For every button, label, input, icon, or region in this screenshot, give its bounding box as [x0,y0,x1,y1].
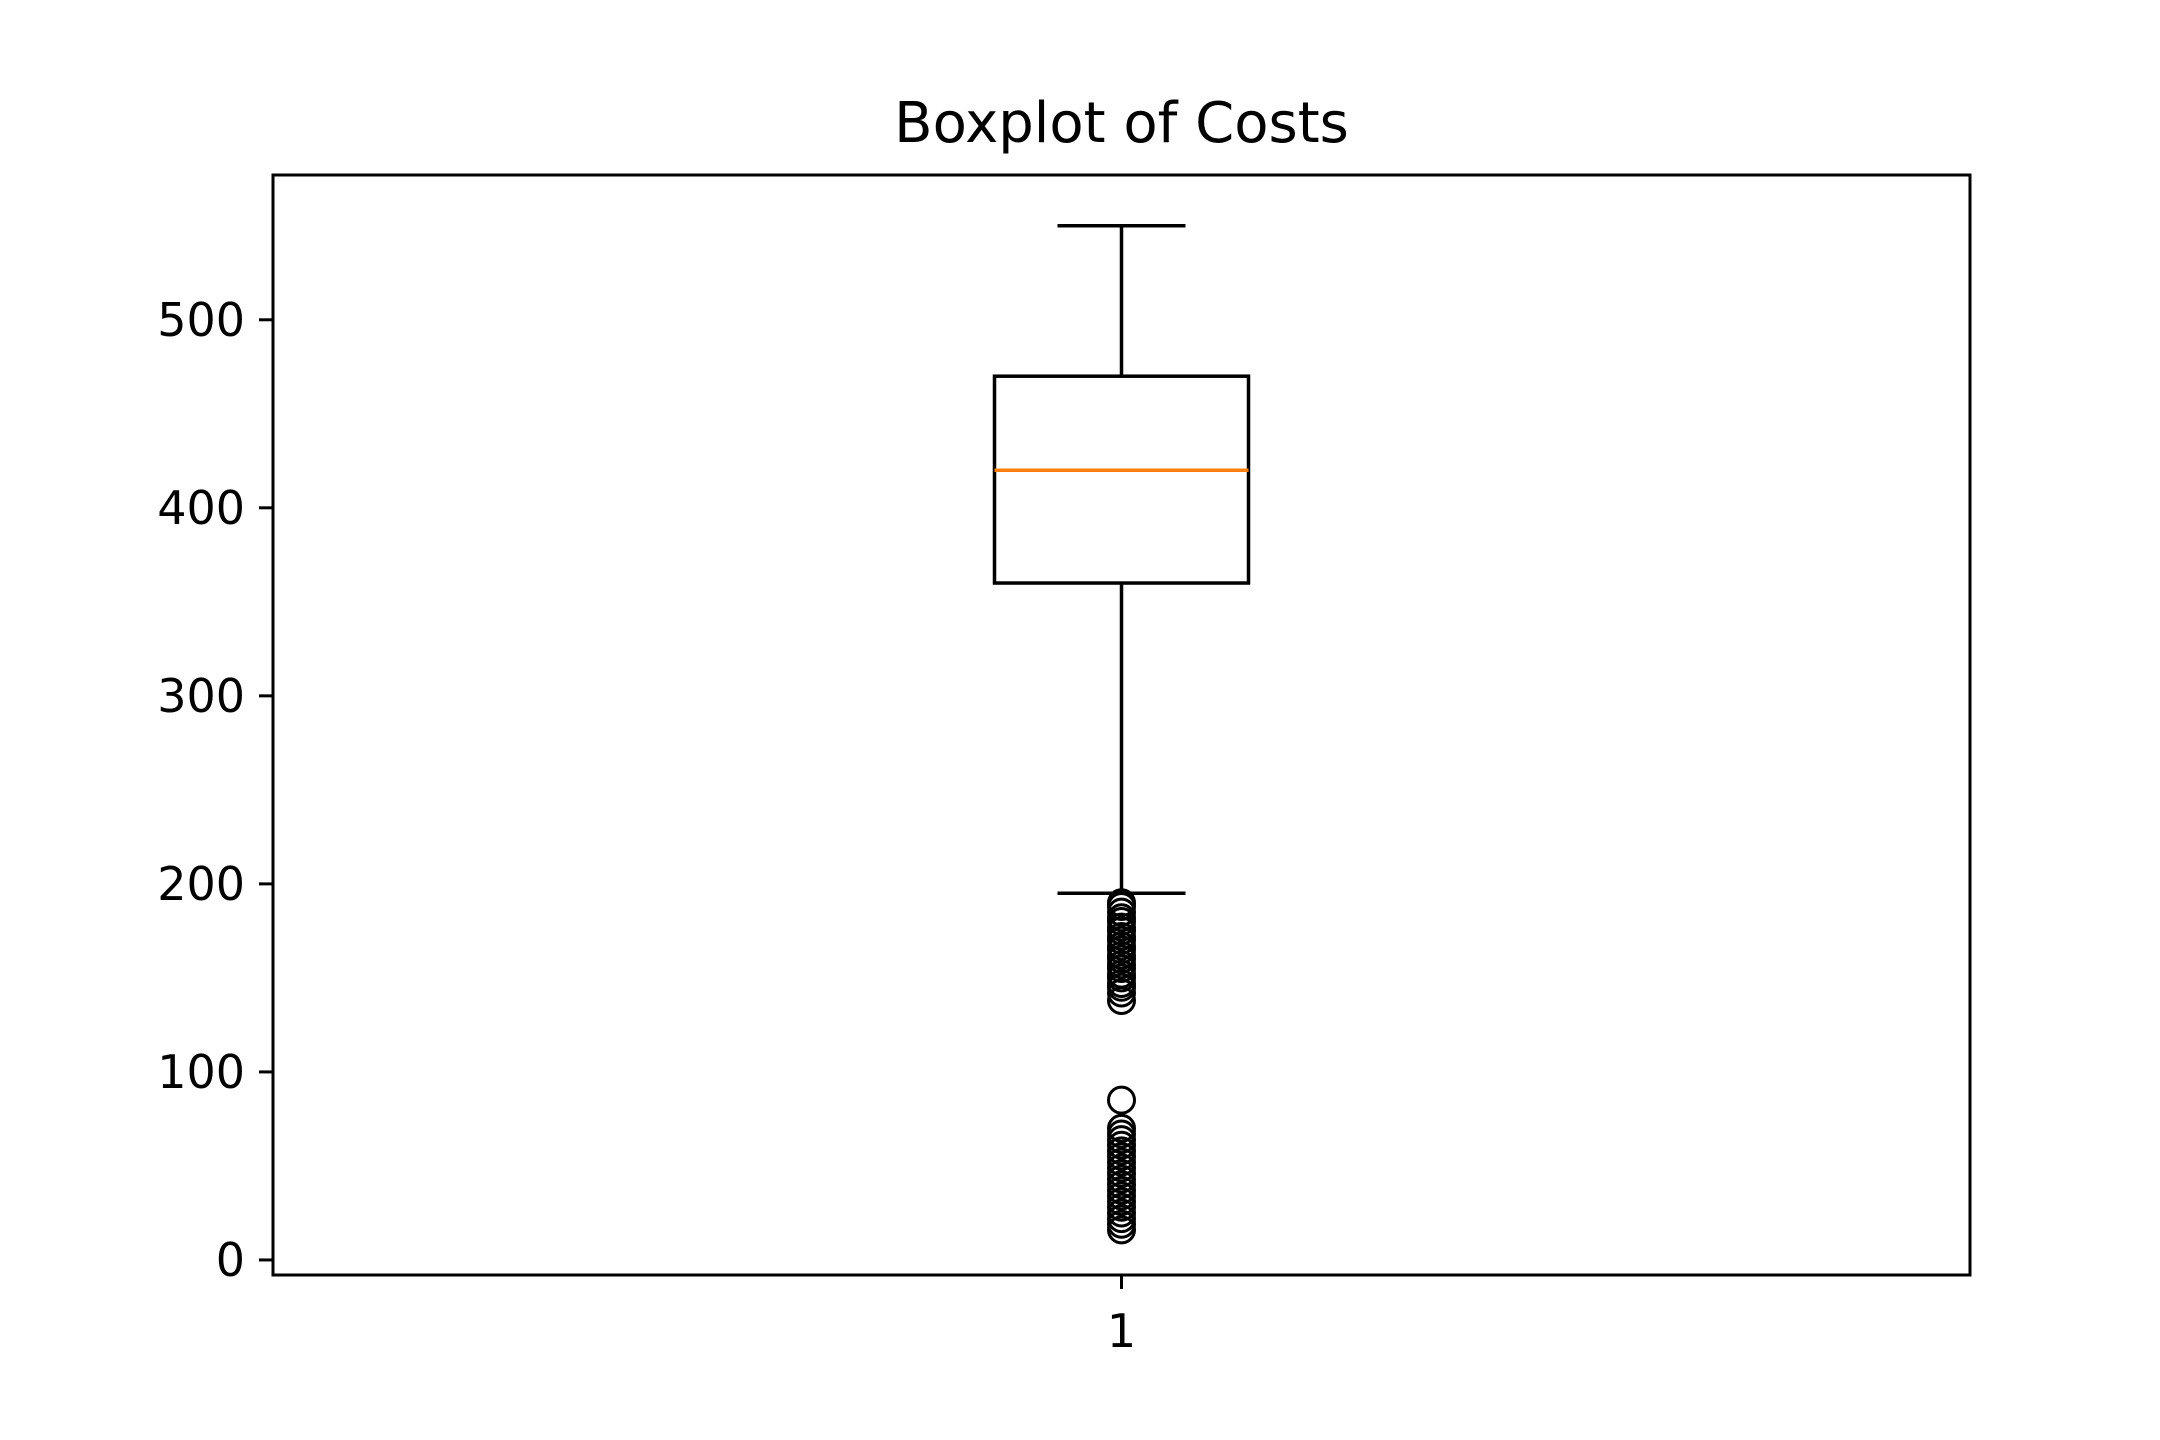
outlier-point [1107,1085,1136,1115]
y-tick-label: 400 [157,481,245,535]
outlier-point [1107,985,1136,1015]
y-tick-label: 200 [157,857,245,911]
outlier-point [1107,1215,1136,1245]
x-tick-label: 1 [1107,1304,1136,1358]
y-tick-label: 500 [157,293,245,347]
box-group [992,224,1251,1245]
y-tick-label: 300 [157,669,245,723]
chart-title: Boxplot of Costs [894,91,1349,156]
plot-area: 0 100 200 300 400 500 1 [157,173,1972,1358]
outlier-point [1107,978,1136,1008]
y-tick-label: 0 [216,1233,245,1287]
y-tick-label: 100 [157,1045,245,1099]
iqr-box [992,374,1251,585]
